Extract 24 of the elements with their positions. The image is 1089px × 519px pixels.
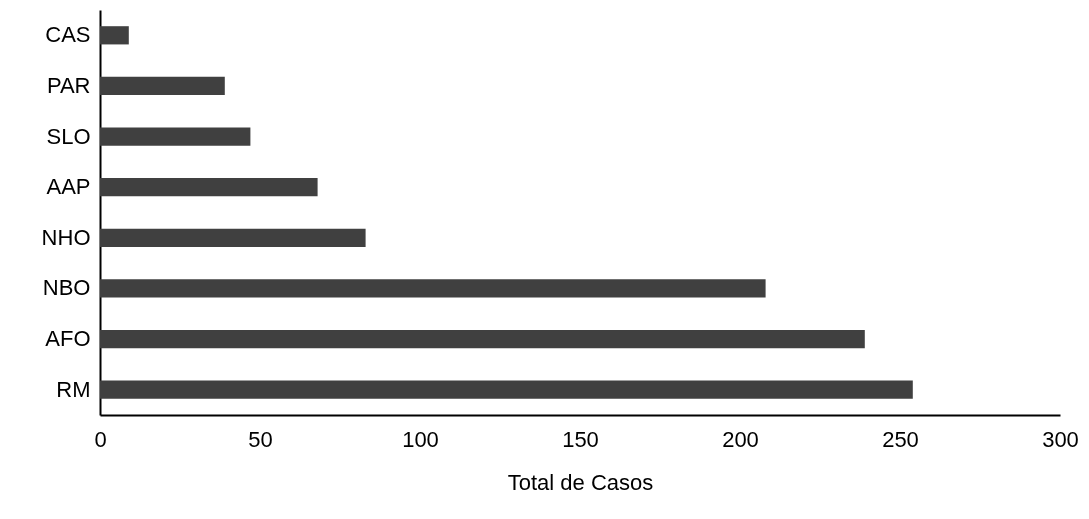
bar bbox=[100, 76, 225, 96]
x-tick-label: 250 bbox=[882, 426, 919, 452]
bar bbox=[100, 26, 129, 45]
x-tick-label: 50 bbox=[248, 426, 273, 452]
y-tick-label: AFO bbox=[45, 326, 91, 352]
y-tick-label: NHO bbox=[41, 224, 91, 250]
bar bbox=[100, 127, 251, 146]
x-axis-title: Total de Casos bbox=[507, 469, 654, 495]
bar bbox=[100, 329, 865, 349]
bar bbox=[100, 228, 366, 247]
y-tick-label: CAS bbox=[45, 22, 91, 48]
bar bbox=[100, 178, 318, 197]
bar bbox=[100, 380, 913, 399]
y-tick-label: PAR bbox=[46, 72, 91, 98]
x-tick-label: 150 bbox=[562, 426, 599, 452]
bar bbox=[100, 279, 766, 298]
x-tick-label: 200 bbox=[722, 426, 759, 452]
x-tick-label: 0 bbox=[94, 426, 107, 452]
x-tick-label: 100 bbox=[402, 426, 439, 452]
y-tick-label: NBO bbox=[42, 275, 91, 301]
y-tick-label: AAP bbox=[46, 174, 91, 200]
y-tick-label: RM bbox=[56, 376, 91, 402]
x-tick-label: 300 bbox=[1042, 426, 1079, 452]
y-tick-label: SLO bbox=[46, 123, 91, 149]
